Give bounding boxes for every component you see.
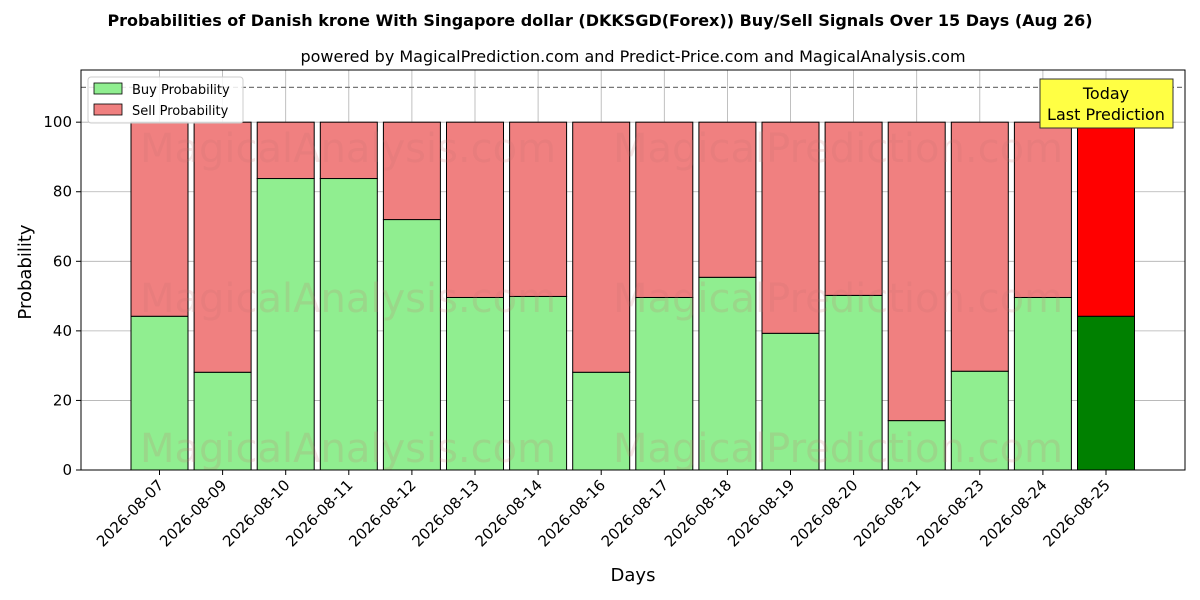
annotation-line2: Last Prediction <box>1047 105 1165 124</box>
chart-subtitle: powered by MagicalPrediction.com and Pre… <box>300 47 965 66</box>
bar-sell-2026-08-11 <box>319 121 378 180</box>
x-tick-label: 2026-08-19 <box>724 476 798 550</box>
y-tick-label: 40 <box>53 322 72 340</box>
x-tick-label: 2026-08-13 <box>408 476 482 550</box>
legend-sell-swatch <box>93 103 123 116</box>
watermark-left: MagicalAnalysis.com <box>140 126 556 172</box>
x-axis-label: Days <box>611 565 656 586</box>
bar-sell-2026-08-20 <box>824 121 883 296</box>
bar-sell-2026-08-25 <box>1077 121 1135 317</box>
bar-sell-2026-08-07 <box>130 121 189 317</box>
bar-buy-2026-08-21 <box>887 420 946 471</box>
x-axis-ticks: 2026-08-072026-08-092026-08-102026-08-11… <box>93 470 1114 550</box>
today-annotation: Today Last Prediction <box>1039 78 1174 129</box>
x-tick-label: 2026-08-21 <box>850 476 924 550</box>
bar-sell-2026-08-24 <box>1013 121 1072 298</box>
x-tick-label: 2026-08-24 <box>976 476 1050 550</box>
bar-sell-2026-08-13 <box>446 121 504 298</box>
x-tick-label: 2026-08-07 <box>93 476 167 550</box>
bar-sell-2026-08-17 <box>635 121 694 298</box>
bar-buy-2026-08-12 <box>382 219 441 471</box>
x-tick-label: 2026-08-16 <box>535 476 609 550</box>
x-tick-label: 2026-08-14 <box>472 476 546 550</box>
x-tick-label: 2026-08-20 <box>787 476 861 550</box>
bar-sell-2026-08-16 <box>572 121 631 373</box>
bar-buy-2026-08-18 <box>698 276 757 471</box>
y-tick-label: 20 <box>53 391 72 409</box>
x-tick-label: 2026-08-12 <box>345 476 419 550</box>
x-tick-label: 2026-08-18 <box>661 476 735 550</box>
bar-sell-2026-08-19 <box>761 121 820 334</box>
bar-buy-2026-08-17 <box>635 296 694 471</box>
x-tick-label: 2026-08-25 <box>1039 476 1113 550</box>
y-axis-label: Probability <box>15 224 36 319</box>
bar-sell-2026-08-23 <box>950 121 1009 372</box>
legend-buy-label: Buy Probability <box>132 83 230 98</box>
legend-box <box>87 76 244 124</box>
plot-frame <box>80 69 1186 471</box>
bar-buy-2026-08-20 <box>824 294 883 471</box>
chart-title: Probabilities of Danish krone With Singa… <box>107 11 1092 30</box>
bar-buy-2026-08-16 <box>572 371 631 471</box>
watermark-right: MagicalPrediction.com <box>613 426 1063 472</box>
bar-buy-2026-08-19 <box>761 332 820 471</box>
bar-sell-2026-08-12 <box>382 121 441 221</box>
x-tick-label: 2026-08-11 <box>282 476 356 550</box>
bar-buy-2026-08-13 <box>446 296 504 471</box>
annotation-box <box>1039 78 1174 129</box>
bars <box>130 121 1135 471</box>
bar-sell-2026-08-10 <box>256 121 315 180</box>
watermark-left: MagicalAnalysis.com <box>140 276 556 322</box>
x-tick-label: 2026-08-10 <box>219 476 293 550</box>
y-tick-label: 80 <box>53 183 72 201</box>
watermark-right: MagicalPrediction.com <box>613 276 1063 322</box>
legend-buy-swatch <box>93 82 123 95</box>
watermarks: MagicalAnalysis.com MagicalPrediction.com… <box>140 126 1063 472</box>
x-tick-label: 2026-08-23 <box>913 476 987 550</box>
annotation-line1: Today <box>1082 84 1129 103</box>
bar-sell-2026-08-18 <box>698 121 757 278</box>
bar-buy-2026-08-25 <box>1077 315 1135 471</box>
y-tick-label: 60 <box>53 252 72 270</box>
watermark-right: MagicalPrediction.com <box>613 126 1063 172</box>
y-tick-label: 100 <box>43 113 72 131</box>
legend-sell-label: Sell Probability <box>132 104 229 119</box>
bar-buy-2026-08-10 <box>256 178 315 471</box>
y-axis-ticks: 0 20 40 60 80 100 <box>43 113 81 479</box>
bar-buy-2026-08-14 <box>509 295 568 471</box>
bar-sell-2026-08-21 <box>887 121 946 422</box>
legend: Buy Probability Sell Probability <box>87 76 244 124</box>
y-tick-label: 0 <box>62 461 72 479</box>
x-tick-label: 2026-08-17 <box>598 476 672 550</box>
watermark-left: MagicalAnalysis.com <box>140 426 556 472</box>
bar-buy-2026-08-09 <box>193 371 252 471</box>
bar-buy-2026-08-11 <box>319 178 378 471</box>
bar-sell-2026-08-14 <box>509 121 568 297</box>
x-tick-label: 2026-08-09 <box>156 476 230 550</box>
